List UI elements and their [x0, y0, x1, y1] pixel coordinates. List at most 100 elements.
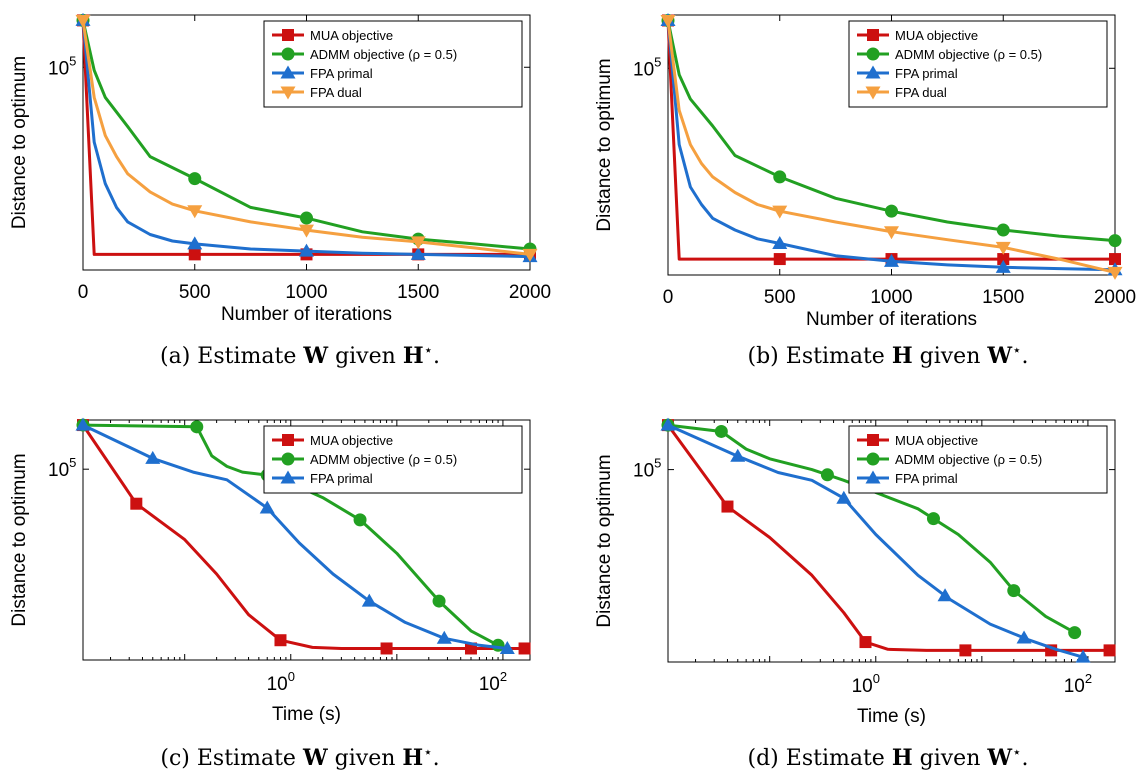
data-point-marker: [1109, 253, 1121, 266]
caption-star: ⋆: [424, 341, 433, 359]
data-point-marker: [188, 172, 202, 186]
data-point-marker: [884, 226, 899, 240]
y-tick-exponent: 5: [654, 54, 661, 69]
series-line: [666, 20, 1115, 261]
caption-given: given: [335, 746, 396, 771]
x-tick-exponent: 0: [288, 669, 295, 684]
data-point-marker: [299, 224, 314, 238]
legend-item: FPA dual: [857, 85, 947, 100]
caption-prefix: (c) Estimate: [160, 746, 296, 771]
caption-matrix-fixed: H: [403, 343, 424, 369]
data-point-marker: [522, 248, 538, 262]
data-point-marker: [937, 588, 953, 602]
caption-space: [328, 746, 335, 771]
data-point-marker: [1107, 266, 1123, 280]
x-axis-label: Number of iterations: [221, 304, 392, 325]
data-point-marker: [859, 636, 872, 649]
x-axis-label: Number of iterations: [806, 309, 977, 330]
data-point-marker: [130, 497, 143, 510]
series-fpa-primal: [660, 417, 1091, 663]
panel-caption: (a) Estimate W given H⋆.: [160, 341, 440, 369]
data-point-marker: [361, 593, 377, 607]
x-tick-label: 1000: [285, 282, 327, 303]
legend-marker: [867, 434, 879, 446]
series-line: [666, 20, 1116, 274]
x-tick-label: 1000: [870, 287, 912, 308]
series-line: [81, 20, 531, 259]
legend-label: MUA objective: [895, 433, 978, 448]
legend-marker: [280, 86, 296, 100]
x-tick-label: 2000: [509, 282, 551, 303]
data-point-marker: [518, 642, 531, 655]
data-point-marker: [410, 246, 426, 260]
series-fpa-dual: [75, 14, 538, 262]
data-point-marker: [353, 513, 367, 527]
legend-item: FPA primal: [272, 65, 373, 81]
y-tick-exponent: 5: [654, 456, 661, 471]
data-point-marker: [660, 417, 676, 431]
legend-marker: [865, 65, 881, 79]
caption-space: [980, 746, 987, 771]
data-point-marker: [660, 14, 676, 28]
y-tick-exponent: 5: [69, 455, 76, 470]
data-point-marker: [75, 417, 91, 431]
caption-prefix: (b) Estimate: [748, 344, 885, 369]
x-tick-label: 102: [479, 669, 507, 695]
series-line: [81, 424, 525, 650]
legend-label: MUA objective: [895, 28, 978, 43]
x-axis-label: Time (s): [272, 704, 341, 725]
caption-given: given: [920, 344, 981, 369]
data-point-marker: [997, 253, 1010, 266]
legend-label: FPA dual: [310, 85, 362, 100]
y-axis-label: Distance to optimum: [9, 453, 30, 626]
data-point-marker: [926, 512, 940, 526]
legend-box: [263, 20, 523, 108]
legend-item: FPA primal: [272, 470, 373, 486]
y-axis-label: Distance to optimum: [594, 58, 615, 231]
legend-marker: [281, 452, 295, 466]
series-line: [667, 423, 1084, 659]
y-tick-base: 10: [633, 461, 654, 482]
legend-marker: [866, 47, 880, 61]
data-point-marker: [773, 170, 787, 184]
legend-label: FPA primal: [310, 471, 373, 486]
data-point-marker: [187, 205, 203, 219]
series-line: [666, 424, 1110, 652]
caption-given: given: [920, 746, 981, 771]
data-point-marker: [884, 253, 899, 267]
caption-prefix: (a) Estimate: [160, 344, 296, 369]
legend-label: MUA objective: [310, 28, 393, 43]
y-tick-label: 105: [48, 455, 76, 481]
caption-space: [980, 344, 987, 369]
data-point-marker: [996, 223, 1010, 237]
legend-marker: [281, 47, 295, 61]
x-tick-label: 100: [852, 671, 880, 697]
y-axis-label: Distance to optimum: [594, 454, 615, 627]
caption-matrix-estimated: W: [302, 343, 328, 369]
caption-matrix-estimated: H: [892, 343, 913, 369]
legend-marker: [280, 470, 296, 484]
legend-label: FPA primal: [895, 471, 958, 486]
x-tick-label: 102: [1064, 671, 1092, 697]
data-point-marker: [885, 204, 898, 218]
legend-item: FPA primal: [857, 470, 958, 486]
data-point-marker: [1007, 584, 1021, 598]
caption-space: [885, 746, 892, 771]
data-point-marker: [1108, 234, 1122, 248]
data-point-marker: [145, 450, 161, 464]
caption-space: [296, 746, 303, 771]
caption-period: .: [1021, 746, 1028, 771]
caption-matrix-fixed: W: [986, 745, 1012, 771]
x-tick-exponent: 2: [500, 669, 507, 684]
data-point-marker: [1075, 649, 1091, 663]
data-point-marker: [187, 236, 203, 250]
legend-label: MUA objective: [310, 433, 393, 448]
panel-caption: (b) Estimate H given W⋆.: [748, 341, 1029, 369]
data-point-marker: [772, 235, 788, 249]
caption-space: [913, 344, 920, 369]
legend-label: ADMM objective (ρ = 0.5): [895, 47, 1042, 62]
series-line: [666, 20, 1116, 243]
x-tick-base: 10: [852, 676, 873, 697]
panel-caption: (c) Estimate W given H⋆.: [160, 743, 439, 771]
series-fpa-dual: [660, 14, 1123, 280]
